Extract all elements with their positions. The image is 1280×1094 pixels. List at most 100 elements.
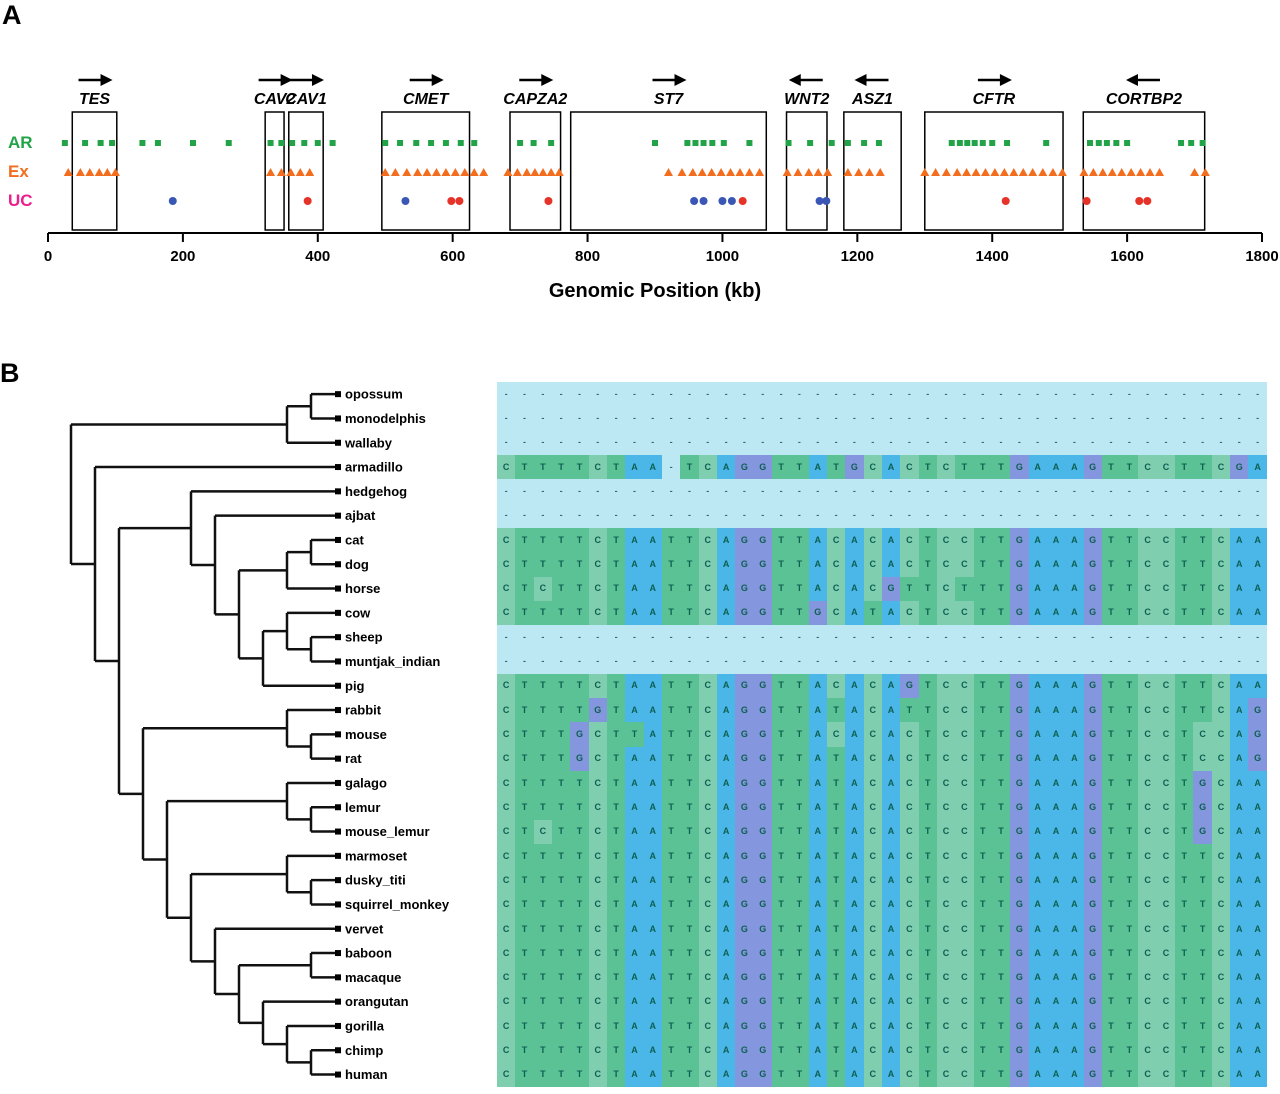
alignment-cell: -: [643, 430, 662, 455]
alignment-cell: T: [771, 698, 791, 723]
alignment-cell: G: [753, 819, 772, 844]
alignment-cell: -: [1101, 649, 1121, 674]
alignment-cell: A: [1248, 941, 1267, 966]
species-bullet-icon: [335, 1071, 341, 1078]
alignment-cell: A: [1046, 1062, 1066, 1088]
alignment-cell: -: [1138, 430, 1157, 455]
alignment-cell: A: [845, 698, 864, 723]
alignment-cell: -: [606, 430, 626, 455]
ex-marker-icon: [85, 168, 95, 176]
alignment-cell: C: [588, 673, 607, 699]
alignment-cell: -: [588, 503, 607, 528]
alignment-cell: -: [515, 382, 534, 407]
alignment-cell: C: [1138, 746, 1157, 771]
alignment-cell: C: [588, 552, 607, 577]
alignment-cell: T: [790, 843, 809, 869]
alignment-cell: -: [881, 503, 901, 528]
alignment-cell: A: [643, 552, 662, 577]
alignment-cell: -: [1046, 479, 1066, 504]
alignment-cell: T: [680, 795, 699, 820]
alignment-cell: -: [1083, 649, 1102, 674]
alignment-cell: T: [1193, 1038, 1212, 1063]
ex-marker-icon: [1145, 168, 1155, 176]
ar-marker-icon: [684, 140, 691, 146]
alignment-cell: T: [661, 843, 681, 869]
alignment-cell: A: [1046, 795, 1066, 820]
alignment-cell: T: [991, 722, 1011, 747]
alignment-cell: -: [1010, 625, 1029, 650]
alignment-cell: T: [1101, 819, 1121, 844]
alignment-cell: A: [1046, 989, 1066, 1015]
alignment-cell: T: [973, 771, 992, 796]
alignment-cell: A: [1065, 1014, 1084, 1039]
alignment-cell: T: [991, 746, 1011, 771]
alignment-cell: T: [606, 698, 626, 723]
ex-marker-icon: [864, 168, 874, 176]
alignment-cell: T: [771, 819, 791, 844]
alignment-cell: C: [900, 916, 919, 942]
alignment-cell: T: [1101, 1062, 1121, 1088]
ar-marker-icon: [956, 140, 963, 146]
alignment-cell: G: [735, 454, 754, 480]
alignment-cell: C: [1138, 576, 1157, 601]
alignment-cell: C: [936, 868, 956, 893]
alignment-cell: A: [1046, 552, 1066, 577]
alignment-cell: T: [790, 600, 809, 626]
ar-marker-icon: [190, 140, 197, 146]
gene-name: CFTR: [973, 91, 1016, 108]
alignment-cell: -: [1193, 649, 1212, 674]
alignment-cell: C: [698, 698, 717, 723]
alignment-cell: T: [625, 722, 644, 747]
alignment-cell: T: [606, 1038, 626, 1063]
alignment-cell: T: [1175, 722, 1194, 747]
alignment-cell: A: [625, 843, 644, 869]
ex-marker-icon: [707, 168, 717, 176]
alignment-cell: T: [551, 989, 571, 1015]
alignment-cell: -: [1248, 430, 1267, 455]
species-label: galago: [345, 775, 387, 790]
alignment-cell: T: [661, 916, 681, 942]
alignment-cell: T: [918, 771, 937, 796]
alignment-cell: -: [1138, 406, 1157, 431]
alignment-cell: -: [808, 503, 827, 528]
alignment-cell: C: [698, 576, 717, 601]
alignment-cell: T: [973, 454, 992, 480]
axis-tick-label: 1600: [1110, 248, 1143, 265]
alignment-cell: A: [643, 673, 662, 699]
alignment-cell: T: [771, 722, 791, 747]
alignment-cell: A: [808, 868, 827, 893]
alignment-cell: C: [497, 552, 516, 577]
species-bullet-icon: [335, 1022, 341, 1029]
alignment-cell: T: [570, 698, 589, 723]
alignment-cell: C: [955, 916, 974, 942]
alignment-cell: A: [643, 771, 662, 796]
alignment-cell: A: [1046, 454, 1066, 480]
alignment-cell: T: [606, 552, 626, 577]
alignment-cell: -: [991, 625, 1011, 650]
alignment-cell: -: [900, 479, 919, 504]
alignment-cell: T: [606, 527, 626, 553]
axis-tick-label: 1000: [706, 248, 739, 265]
alignment-cell: -: [625, 430, 644, 455]
alignment-cell: A: [716, 1062, 736, 1088]
alignment-cell: -: [1211, 649, 1231, 674]
alignment-cell: C: [1211, 552, 1231, 577]
alignment-cell: -: [533, 406, 552, 431]
ex-marker-icon: [990, 168, 1000, 176]
alignment-cell: G: [1010, 552, 1029, 577]
alignment-cell: T: [1120, 600, 1139, 626]
alignment-cell: T: [1120, 673, 1139, 699]
alignment-cell: T: [1101, 746, 1121, 771]
alignment-cell: T: [991, 771, 1011, 796]
alignment-cell: -: [973, 382, 992, 407]
alignment-cell: G: [735, 795, 754, 820]
ex-marker-icon: [971, 168, 981, 176]
alignment-cell: T: [1175, 1062, 1194, 1088]
alignment-cell: T: [680, 600, 699, 626]
gene-strand-arrowhead-icon: [541, 74, 554, 86]
alignment-cell: A: [1248, 771, 1267, 796]
alignment-cell: T: [790, 892, 809, 917]
ar-marker-icon: [1043, 140, 1050, 146]
alignment-cell: -: [588, 649, 607, 674]
alignment-cell: A: [808, 771, 827, 796]
